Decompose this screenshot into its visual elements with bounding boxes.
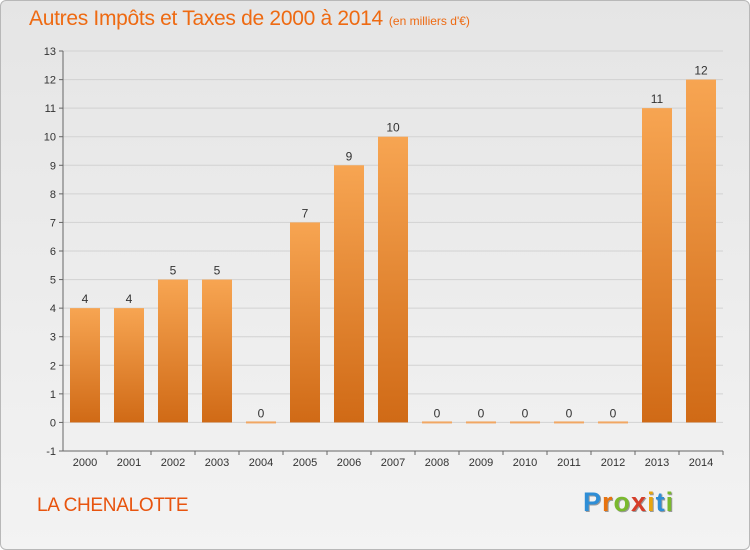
- x-tick-label: 2014: [689, 457, 713, 469]
- data-label: 5: [170, 264, 177, 278]
- data-label: 4: [82, 292, 89, 306]
- y-tick-label: 3: [50, 332, 56, 344]
- bar: [554, 421, 584, 424]
- x-tick-label: 2008: [425, 457, 449, 469]
- data-label: 10: [386, 121, 400, 135]
- data-label: 0: [566, 406, 573, 420]
- data-label: 0: [258, 406, 265, 420]
- data-label: 9: [346, 149, 353, 163]
- y-tick-label: 0: [50, 417, 56, 429]
- y-tick-label: 12: [44, 75, 56, 87]
- data-label: 0: [434, 406, 441, 420]
- y-tick-label: 6: [50, 246, 56, 258]
- bar: [510, 421, 540, 424]
- bars: [70, 79, 716, 424]
- proxiti-logo: Proxiti: [583, 487, 674, 518]
- logo-letter: t: [655, 487, 666, 517]
- x-tick-label: 2003: [205, 457, 229, 469]
- data-label: 5: [214, 264, 221, 278]
- data-label: 0: [478, 406, 485, 420]
- x-tick-label: 2002: [161, 457, 185, 469]
- bar: [290, 222, 320, 423]
- bar: [466, 421, 496, 424]
- y-tick-label: 13: [44, 46, 56, 58]
- logo-letter: P: [583, 487, 603, 517]
- chart-title: Autres Impôts et Taxes de 2000 à 2014 (en…: [29, 7, 470, 31]
- data-label: 12: [694, 64, 708, 78]
- y-tick-label: 5: [50, 275, 56, 287]
- y-tick-label: 1: [50, 389, 56, 401]
- y-tick-label: 10: [44, 132, 56, 144]
- bar: [422, 421, 452, 424]
- x-tick-label: 2013: [645, 457, 669, 469]
- data-label: 0: [610, 406, 617, 420]
- y-tick-label: 4: [50, 303, 56, 315]
- x-tick-label: 2011: [557, 457, 581, 469]
- y-tick-label: 11: [45, 103, 56, 115]
- data-label: 7: [302, 206, 309, 220]
- y-tick-label: 8: [50, 189, 56, 201]
- logo-letter: i: [665, 487, 675, 517]
- x-tick-label: 2004: [249, 457, 273, 469]
- y-tick-label: -1: [46, 446, 56, 458]
- x-tick-label: 2001: [117, 457, 141, 469]
- commune-name: LA CHENALOTTE: [37, 495, 189, 516]
- x-tick-label: 2006: [337, 457, 361, 469]
- y-tick-label: 9: [50, 160, 56, 172]
- bar: [246, 421, 276, 424]
- data-label: 0: [522, 406, 529, 420]
- x-tick-label: 2012: [601, 457, 625, 469]
- logo-letter: r: [602, 487, 614, 517]
- chart-subtitle: (en milliers d'€): [388, 14, 470, 28]
- x-tick-label: 2000: [73, 457, 97, 469]
- bar: [642, 108, 672, 423]
- x-tick-label: 2005: [293, 457, 317, 469]
- data-labels: 4 4 5 5 0 7 9 10 0 0 0 0 0 11 12: [82, 64, 708, 421]
- bar: [686, 79, 716, 423]
- data-label: 4: [126, 292, 133, 306]
- y-tick-label: 7: [50, 217, 56, 229]
- bar: [70, 308, 100, 423]
- bar: [378, 136, 408, 423]
- bar: [114, 308, 144, 423]
- y-tick-label: 2: [50, 360, 56, 372]
- bar: [598, 421, 628, 424]
- data-label: 11: [651, 92, 664, 106]
- logo-letter: o: [613, 487, 632, 517]
- x-tick-label: 2009: [469, 457, 493, 469]
- bar: [334, 165, 364, 423]
- bar: [202, 279, 232, 423]
- logo-letter: i: [647, 487, 656, 517]
- chart-title-text: Autres Impôts et Taxes de 2000 à 2014: [29, 7, 383, 30]
- logo-letter: x: [631, 487, 648, 517]
- x-tick-label: 2007: [381, 457, 405, 469]
- bar: [158, 279, 188, 423]
- x-tick-label: 2010: [513, 457, 537, 469]
